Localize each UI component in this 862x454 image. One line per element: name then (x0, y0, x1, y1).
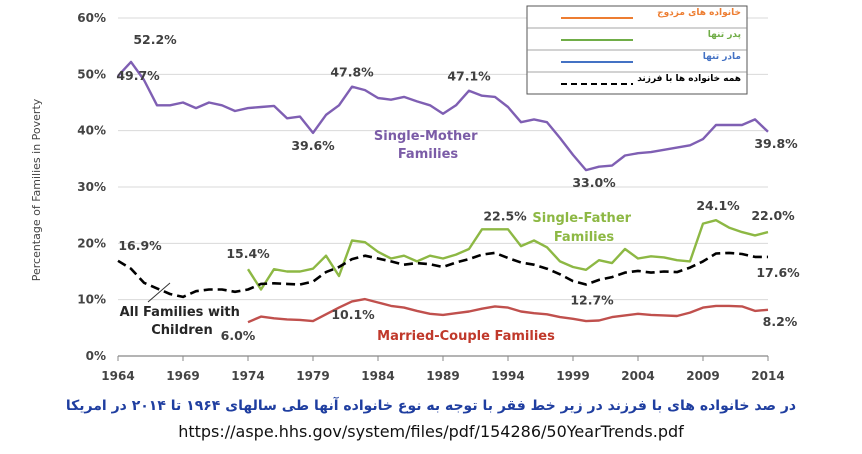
y-tick-label: 0% (86, 349, 106, 363)
x-tick-label: 1974 (231, 369, 264, 383)
legend-label-1: پدر تنها (708, 30, 741, 40)
x-tick-label: 1979 (296, 369, 329, 383)
annotation-0: 52.2% (133, 32, 177, 47)
legend: خانواده های مزدوج پدر تنها مادر تنها همه خا… (526, 5, 748, 95)
value-annotations: 52.2% 49.7% 47.8% 47.1% 39.6% 39.8% 33.0% 22.5%… (116, 32, 800, 343)
annotation-11: 15.4% (226, 246, 270, 261)
figure-caption: در صد خانواده های با فرزند در زیر خط فقر… (65, 398, 797, 414)
legend-label-0: خانواده های مزدوج (657, 8, 741, 18)
annotation-7: 22.5% (483, 208, 527, 223)
annotation-14: 10.1% (331, 307, 375, 322)
all-families-label-line2: Children (151, 323, 213, 338)
annotation-4: 39.6% (291, 138, 335, 153)
single-father-label-line2: Families (554, 230, 615, 245)
y-tick-label: 30% (77, 180, 106, 194)
single-father-label: Single-Father Families (532, 211, 635, 245)
series-line-0 (117, 60, 769, 172)
annotation-13: 12.7% (570, 292, 614, 307)
series-line-3 (247, 297, 769, 324)
poverty-line-chart: 0% 10% 20% 30% 40% 50% 60% 1964 1969 1974 1979 1984… (30, 5, 800, 383)
series-labels: Single-Mother Families Single-Father Fam… (120, 129, 635, 344)
x-tick-label: 1964 (101, 369, 134, 383)
single-mother-label: Single-Mother Families (374, 129, 482, 162)
y-tick-label: 50% (77, 67, 106, 81)
married-couple-label-line1: Married-Couple Families (377, 329, 555, 344)
annotation-3: 47.1% (447, 69, 491, 84)
all-families-label-pointer (147, 282, 171, 303)
annotation-9: 22.0% (751, 208, 795, 223)
y-tick-label: 20% (77, 236, 106, 250)
x-tick-label: 2004 (621, 369, 654, 383)
x-tick-label: 1969 (166, 369, 199, 383)
annotation-8: 24.1% (696, 198, 740, 213)
single-mother-label-line1: Single-Mother (374, 129, 478, 144)
all-families-label: All Families with Children (120, 305, 245, 338)
y-tick-label: 40% (77, 124, 106, 138)
married-couple-label: Married-Couple Families (377, 329, 555, 344)
annotation-5: 39.8% (754, 136, 798, 151)
annotation-2: 47.8% (330, 65, 374, 80)
annotation-12: 17.6% (756, 265, 800, 280)
x-tick-label: 2014 (751, 369, 784, 383)
series-line-1 (246, 219, 769, 291)
y-tick-label: 60% (77, 11, 106, 25)
x-tick-label: 1999 (556, 369, 589, 383)
legend-label-3: همه خانواده ها با فرزند (637, 74, 741, 84)
x-tick-label: 1989 (426, 369, 459, 383)
x-tick-label: 2009 (686, 369, 719, 383)
series-lines (117, 60, 769, 324)
source-url: https://aspe.hhs.gov/system/files/pdf/15… (178, 422, 684, 441)
all-families-label-line1: All Families with (120, 305, 240, 320)
x-tick-label: 1984 (361, 369, 394, 383)
single-father-label-line1: Single-Father (532, 211, 631, 226)
single-mother-label-line2: Families (398, 147, 459, 162)
legend-label-2: مادر تنها (703, 52, 741, 62)
annotation-6: 33.0% (572, 175, 616, 190)
series-line-2 (117, 251, 768, 299)
grid-lines (118, 17, 768, 301)
y-tick-label: 10% (77, 293, 106, 307)
y-axis-label: Percentage of Families in Poverty (30, 98, 43, 281)
annotation-10: 16.9% (118, 238, 162, 253)
annotation-1: 49.7% (116, 68, 160, 83)
x-tick-label: 1994 (491, 369, 524, 383)
annotation-16: 8.2% (763, 314, 798, 329)
tick-labels: 0% 10% 20% 30% 40% 50% 60% 1964 1969 1974 1979 1984… (77, 11, 784, 383)
annotation-15: 6.0% (221, 328, 256, 343)
